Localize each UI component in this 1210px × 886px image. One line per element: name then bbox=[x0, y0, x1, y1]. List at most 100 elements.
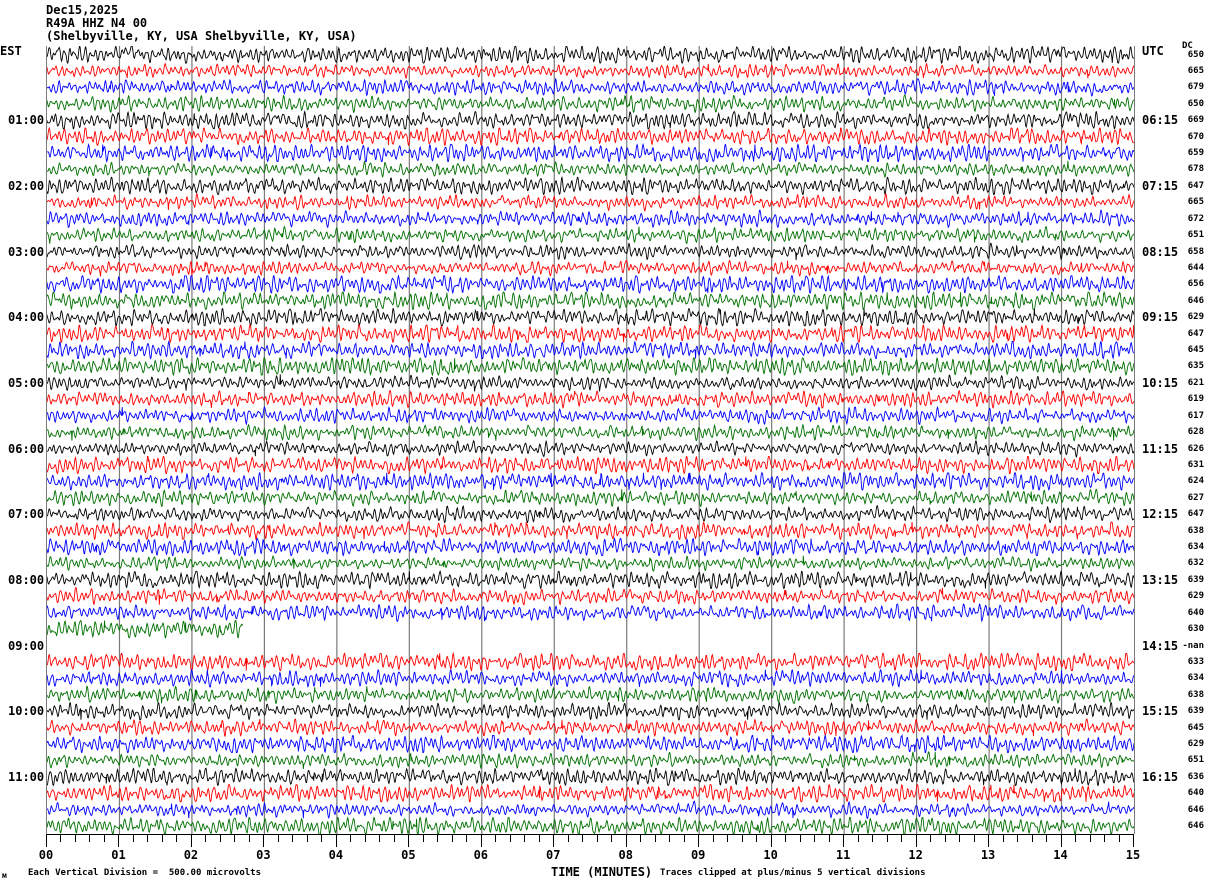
x-tick-major bbox=[46, 834, 47, 847]
x-tick-minor bbox=[1118, 834, 1120, 842]
x-tick-minor bbox=[567, 834, 569, 842]
x-tick-major bbox=[843, 834, 845, 847]
seismogram-plot-area[interactable] bbox=[46, 46, 1135, 834]
x-tick-minor bbox=[712, 834, 714, 842]
seismic-trace bbox=[47, 77, 1134, 97]
x-tick-minor bbox=[509, 834, 511, 842]
header-location: (Shelbyville, KY, USA Shelbyville, KY, U… bbox=[46, 29, 357, 43]
seismic-trace bbox=[47, 685, 1134, 704]
seismic-trace bbox=[47, 751, 1134, 770]
x-tick-major bbox=[770, 834, 772, 847]
dc-value: 645 bbox=[1187, 345, 1204, 356]
x-tick-minor bbox=[524, 834, 526, 842]
x-tick-major bbox=[118, 834, 120, 847]
x-tick-major bbox=[190, 834, 192, 847]
seismic-trace bbox=[47, 142, 1134, 164]
dc-value: 629 bbox=[1187, 739, 1204, 750]
header-date: Dec15,2025 bbox=[46, 3, 119, 17]
est-time-label: 07:00 bbox=[8, 507, 45, 522]
x-tick-label: 11 bbox=[835, 848, 851, 862]
x-tick-minor bbox=[364, 834, 366, 842]
dc-value: 650 bbox=[1187, 98, 1204, 109]
x-tick-minor bbox=[944, 834, 946, 842]
x-tick-minor bbox=[814, 834, 816, 842]
x-tick-label: 13 bbox=[980, 848, 996, 862]
x-tick-minor bbox=[422, 834, 424, 842]
x-tick-minor bbox=[74, 834, 76, 842]
seismic-trace bbox=[47, 192, 1134, 212]
x-tick-minor bbox=[89, 834, 91, 842]
seismic-trace bbox=[47, 537, 1134, 557]
est-time-label: 02:00 bbox=[8, 178, 45, 193]
x-tick-minor bbox=[466, 834, 468, 842]
seismic-trace bbox=[47, 800, 1134, 820]
seismic-trace bbox=[47, 62, 1134, 80]
x-tick-minor bbox=[596, 834, 598, 842]
dc-value: 647 bbox=[1187, 328, 1204, 339]
x-tick-minor bbox=[582, 834, 584, 842]
seismic-trace bbox=[47, 209, 1134, 229]
x-tick-label: 12 bbox=[908, 848, 923, 862]
header-station: R49A HHZ N4 00 bbox=[46, 16, 148, 30]
x-tick-minor bbox=[277, 834, 279, 842]
dc-value: 672 bbox=[1187, 213, 1204, 224]
seismic-trace bbox=[47, 323, 1134, 344]
utc-time-label: 08:15 bbox=[1142, 244, 1179, 259]
x-tick-label: 05 bbox=[401, 848, 416, 862]
utc-time-label: 16:15 bbox=[1142, 769, 1179, 784]
x-axis-title: TIME (MINUTES) bbox=[551, 865, 653, 879]
x-tick-minor bbox=[248, 834, 250, 842]
dc-value: 639 bbox=[1187, 574, 1204, 585]
dc-value: 635 bbox=[1187, 361, 1204, 372]
right-timezone-label: UTC bbox=[1142, 44, 1164, 58]
dc-value: 651 bbox=[1187, 230, 1204, 241]
utc-time-label: 14:15 bbox=[1142, 638, 1179, 653]
est-time-label: 11:00 bbox=[8, 769, 45, 784]
seismic-trace bbox=[47, 374, 1134, 392]
x-tick-minor bbox=[756, 834, 758, 842]
x-tick-minor bbox=[901, 834, 903, 842]
x-tick-minor bbox=[451, 834, 453, 842]
dc-value: 638 bbox=[1187, 525, 1204, 536]
x-tick-major bbox=[1133, 834, 1134, 847]
dc-value: 644 bbox=[1187, 262, 1204, 273]
x-tick-minor bbox=[1031, 834, 1033, 842]
est-time-label: 10:00 bbox=[8, 704, 45, 719]
dc-value: 650 bbox=[1187, 49, 1204, 60]
x-tick-major bbox=[988, 834, 990, 847]
utc-time-label: 11:15 bbox=[1142, 441, 1179, 456]
dc-value: 624 bbox=[1187, 476, 1204, 487]
x-tick-minor bbox=[654, 834, 656, 842]
seismic-trace bbox=[47, 340, 1134, 360]
dc-value: 630 bbox=[1187, 624, 1204, 635]
x-tick-minor bbox=[379, 834, 381, 842]
left-timezone-label: EST bbox=[0, 44, 22, 58]
dc-value: 638 bbox=[1187, 689, 1204, 700]
dc-value: 634 bbox=[1187, 542, 1204, 553]
dc-value: 632 bbox=[1187, 558, 1204, 569]
dc-value: 670 bbox=[1187, 131, 1204, 142]
x-tick-minor bbox=[799, 834, 801, 842]
dc-value: 646 bbox=[1187, 804, 1204, 815]
dc-value: 669 bbox=[1187, 115, 1204, 126]
dc-value: 628 bbox=[1187, 427, 1204, 438]
clipping-note: Traces clipped at plus/minus 5 vertical … bbox=[660, 868, 926, 878]
corner-mark: м bbox=[2, 871, 7, 880]
seismic-trace bbox=[47, 126, 1134, 147]
seismic-trace bbox=[47, 504, 1134, 524]
x-tick-minor bbox=[350, 834, 352, 842]
seismic-trace bbox=[47, 94, 1134, 114]
x-tick-minor bbox=[538, 834, 540, 842]
seismic-trace bbox=[47, 669, 1134, 688]
x-tick-minor bbox=[611, 834, 613, 842]
x-tick-label: 07 bbox=[546, 848, 561, 862]
seismic-trace bbox=[47, 520, 1134, 541]
x-tick-minor bbox=[205, 834, 207, 842]
x-tick-minor bbox=[321, 834, 323, 842]
seismic-trace bbox=[47, 225, 1134, 245]
x-tick-minor bbox=[147, 834, 149, 842]
x-tick-minor bbox=[176, 834, 178, 842]
x-tick-minor bbox=[886, 834, 888, 842]
seismic-trace bbox=[47, 357, 1134, 377]
dc-value: -nan bbox=[1182, 640, 1204, 651]
